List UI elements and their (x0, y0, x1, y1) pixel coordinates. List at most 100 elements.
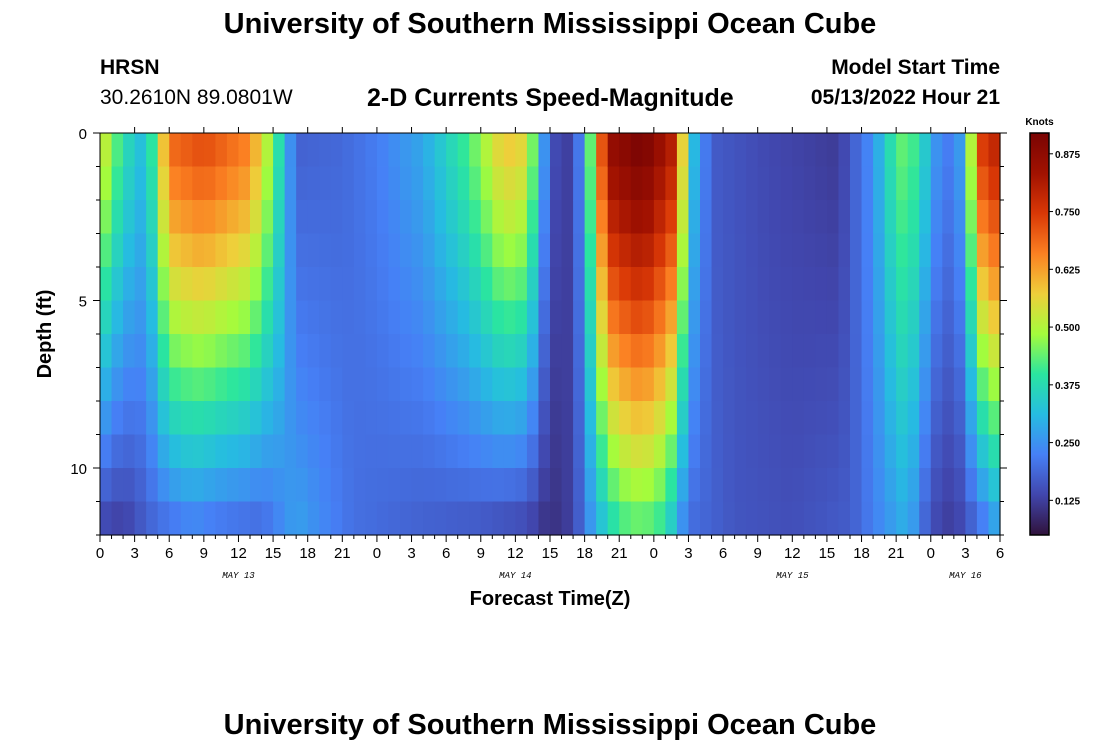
heatmap-cell (226, 166, 240, 201)
heatmap-cell (100, 233, 113, 268)
heatmap-cell (780, 367, 793, 402)
heatmap-cell (573, 133, 586, 168)
heatmap-cell (896, 501, 909, 536)
heatmap-cell (284, 401, 297, 436)
heatmap-cell (676, 200, 690, 235)
heatmap-cell (919, 367, 932, 402)
heatmap-cell (988, 468, 1001, 503)
heatmap-cell (861, 468, 874, 503)
heatmap-cell (792, 200, 805, 235)
heatmap-cell (723, 468, 736, 503)
heatmap-cell (146, 133, 159, 168)
heatmap-cell (838, 334, 851, 369)
heatmap-cell (723, 334, 736, 369)
heatmap-cell (411, 468, 424, 503)
heatmap-cell (423, 267, 436, 302)
heatmap-cell (815, 468, 828, 503)
heatmap-cell (896, 133, 909, 168)
heatmap-cell (596, 401, 609, 436)
heatmap-cell (411, 200, 424, 235)
heatmap-cell (746, 166, 759, 201)
heatmap-cell (953, 334, 966, 369)
heatmap-cell (261, 300, 274, 335)
heatmap-cell (700, 367, 713, 402)
heatmap-cell (976, 200, 990, 235)
heatmap-cell (884, 434, 897, 469)
heatmap-cell (134, 501, 147, 536)
heatmap-cell (215, 367, 228, 402)
heatmap-cell (757, 401, 770, 436)
heatmap-cell (250, 166, 263, 201)
heatmap-cell (111, 133, 124, 168)
heatmap-cell (965, 267, 978, 302)
heatmap-cell (503, 501, 516, 536)
heatmap-cell (838, 501, 851, 536)
heatmap-cell (503, 401, 516, 436)
heatmap-cell (723, 200, 736, 235)
heatmap-cell (596, 166, 609, 201)
heatmap-cell (873, 233, 886, 268)
heatmap-cell (215, 166, 228, 201)
heatmap-cell (930, 434, 943, 469)
x-tick-label: 18 (576, 545, 593, 562)
heatmap-cell (400, 200, 413, 235)
heatmap-cell (676, 334, 690, 369)
heatmap-cell (169, 434, 182, 469)
heatmap-cell (861, 401, 874, 436)
heatmap-cell (676, 233, 690, 268)
heatmap-cell (226, 501, 240, 536)
heatmap-cell (250, 367, 263, 402)
heatmap-cell (930, 133, 943, 168)
heatmap-cell (965, 434, 978, 469)
heatmap-cell (792, 133, 805, 168)
heatmap-cell (492, 200, 505, 235)
heatmap-cell (423, 434, 436, 469)
heatmap-cell (942, 233, 955, 268)
heatmap-cell (988, 233, 1001, 268)
heatmap-cell (353, 401, 366, 436)
heatmap-cell (353, 300, 366, 335)
heatmap-cell (180, 166, 193, 201)
heatmap-cell (723, 166, 736, 201)
heatmap-cell (930, 233, 943, 268)
heatmap-cell (573, 501, 586, 536)
heatmap-cell (930, 367, 943, 402)
heatmap-cell (123, 501, 136, 536)
heatmap-cell (284, 166, 297, 201)
heatmap-cell (769, 133, 782, 168)
heatmap-cell (630, 300, 643, 335)
heatmap-cell (688, 300, 701, 335)
heatmap-cell (250, 468, 263, 503)
heatmap-cell (526, 501, 540, 536)
heatmap-cell (942, 468, 955, 503)
heatmap-cell (192, 233, 205, 268)
heatmap-cell (896, 300, 909, 335)
heatmap-cell (734, 300, 747, 335)
heatmap-cell (423, 166, 436, 201)
heatmap-cell (238, 233, 251, 268)
heatmap-cell (515, 267, 528, 302)
heatmap-cell (653, 133, 666, 168)
heatmap-cell (192, 133, 205, 168)
heatmap-cell (388, 200, 401, 235)
heatmap-cell (376, 401, 390, 436)
heatmap-cell (215, 401, 228, 436)
heatmap-chart: 0 3 6 9 12 15 18 21 0 3 6 9 12 15 18 21 0 3 6 9 12 15 18 21 0 3 6 M… (34, 117, 1080, 610)
heatmap-cell (919, 200, 932, 235)
heatmap-cell (319, 200, 332, 235)
heatmap-cell (434, 300, 447, 335)
heatmap-cell (988, 166, 1001, 201)
heatmap-cell (907, 267, 920, 302)
heatmap-cell (861, 334, 874, 369)
heatmap-cell (123, 367, 136, 402)
heatmap-cell (273, 267, 286, 302)
heatmap-cell (226, 133, 240, 168)
heatmap-cell (446, 300, 459, 335)
heatmap-cell (503, 468, 516, 503)
heatmap-cell (388, 434, 401, 469)
heatmap-cell (469, 267, 482, 302)
heatmap-cell (261, 200, 274, 235)
heatmap-cell (561, 501, 574, 536)
heatmap-cell (319, 501, 332, 536)
heatmap-cell (111, 300, 124, 335)
